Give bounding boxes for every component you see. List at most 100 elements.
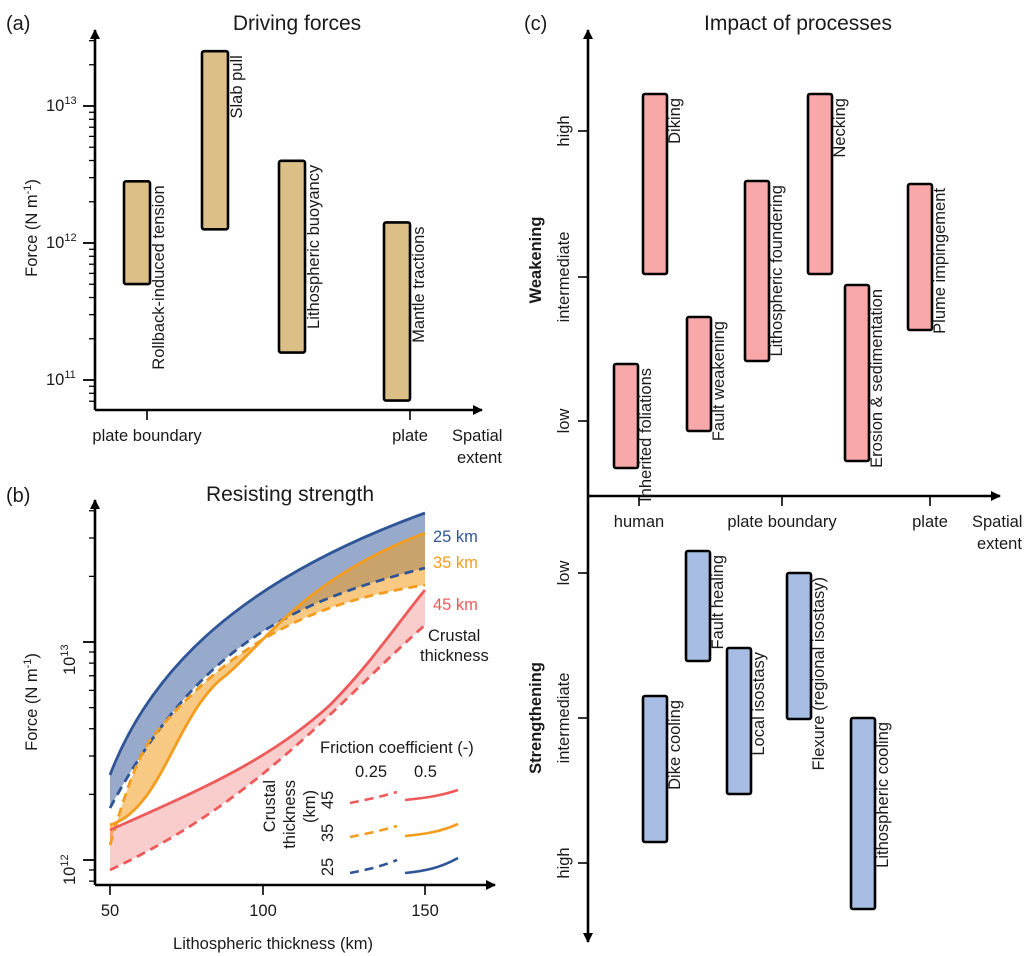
svg-text:1011: 1011: [46, 369, 76, 389]
curve-25km-mu025: [108, 566, 426, 809]
legend-side-2: thickness: [281, 780, 299, 849]
strengthening-bar-label: Fault healing: [709, 555, 727, 649]
legend-row-45: 45: [319, 791, 337, 809]
legend-35-05: [404, 822, 459, 838]
panel-a-tick-marks: [83, 39, 95, 402]
driving-bar-lithospheric-buoyancy: [277, 159, 307, 354]
panel-b-xtick-50: 50: [101, 902, 119, 920]
weakening-bar-diking: [641, 92, 669, 276]
panel-b-ytick-12: 1012: [59, 854, 79, 885]
panel-a-xlabel-plate: plate: [392, 427, 428, 445]
driving-bar-label: Mantle tractions: [410, 226, 428, 342]
panel-b-xtick-100: 100: [249, 902, 277, 920]
curve-45km-mu025: [109, 623, 426, 872]
weakening-bar-label: Fault weakening: [710, 321, 728, 441]
strengthening-bar-label: Dike cooling: [666, 700, 684, 790]
weakening-bar-plume-impingement: [906, 182, 934, 332]
weakening-bar-label: Inherited foliations: [637, 368, 655, 502]
c-spatial-label: Spatial: [972, 513, 1022, 531]
label-25km: 25 km: [433, 528, 478, 546]
legend-side-1: Crustal: [261, 780, 279, 832]
strong-level-low: low: [555, 561, 573, 586]
legend-35-025: [349, 824, 398, 839]
legend-row-35: 35: [319, 824, 337, 842]
legend-side-3: (km): [301, 790, 319, 823]
panel-b-title: Resisting strength: [206, 483, 374, 506]
curve-35km-mu025: [108, 583, 426, 846]
weakening-bar-label: Plume impingement: [931, 188, 949, 334]
weak-level-high: high: [555, 115, 573, 146]
legend-row-25: 25: [319, 858, 337, 876]
strengthening-bar-label: Local isostasy: [750, 651, 768, 755]
weakening-bar-label: Necking: [831, 98, 849, 158]
panel-a-extent-label: extent: [457, 449, 502, 467]
legend-45-025: [349, 790, 398, 805]
weakening-bar-inherited-foliations: [612, 362, 640, 470]
driving-bar-mantle-tractions: [382, 221, 412, 402]
panel-a-y-label: Force (N m-1): [22, 179, 41, 277]
weakening-bar-necking: [806, 92, 834, 276]
crustal-label: Crustal: [428, 627, 480, 645]
weakening-bar-fault-weakening: [685, 315, 713, 433]
strengthening-bar-lithospheric-cooling: [849, 716, 877, 911]
thickness-label: thickness: [420, 647, 489, 665]
svg-text:1012: 1012: [46, 232, 77, 252]
legend-title: Friction coefficient (-): [320, 739, 474, 757]
panel-c: (c) Impact of processes high intermediat…: [524, 12, 1022, 943]
panel-b-y-label: Force (N m-1): [22, 653, 41, 751]
panel-a-ytick-13: 1013: [46, 95, 77, 115]
panel-a-title: Driving forces: [233, 12, 361, 35]
panel-c-bars: Inherited foliations Diking Fault weakenin…: [612, 92, 949, 911]
band-35km: [110, 533, 425, 845]
curve-35km-mu05: [109, 531, 426, 827]
curve-45km-mu05: [109, 589, 427, 832]
legend-25-05: [404, 856, 459, 875]
legend-col-025: 0.25: [355, 763, 387, 781]
weak-level-low: low: [555, 409, 573, 434]
strengthening-bar-fault-healing: [684, 549, 712, 663]
panel-b-x-label: Lithospheric thickness (km): [173, 935, 373, 953]
driving-bar-label: Rollback-induced tension: [150, 185, 168, 369]
panel-a-tag: (a): [6, 13, 30, 35]
driving-bar-slab-pull: [200, 49, 230, 231]
strengthening-label: Strengthening: [527, 662, 545, 774]
panel-b-tick-marks: [83, 510, 426, 895]
legend-25-025: [349, 858, 398, 875]
panel-a-spatial-label: Spatial: [452, 427, 502, 445]
c-extent-label: extent: [977, 535, 1022, 553]
svg-text:1013: 1013: [46, 95, 77, 115]
panel-a: (a) Driving forces Force (N m-1) 1013 10…: [6, 12, 502, 467]
panel-a-ytick-11: 1011: [46, 369, 76, 389]
panel-b-xtick-150: 150: [411, 902, 439, 920]
strengthening-bar-flexure-regional-isostasy-: [785, 571, 813, 721]
driving-bar-rollback-induced-tension: [122, 180, 152, 286]
strengthening-bar-label: Lithospheric cooling: [874, 722, 892, 868]
panel-a-ytick-12: 1012: [46, 232, 77, 252]
strong-level-intermediate: intermediate: [555, 673, 573, 764]
label-35km: 35 km: [433, 554, 478, 572]
band-45km: [110, 590, 425, 870]
curve-25km-mu05: [108, 511, 426, 776]
panel-a-bars: Rollback-induced tension Slab pull Lithosp…: [122, 49, 428, 402]
c-xlabel-plate-boundary: plate boundary: [727, 513, 837, 531]
legend-45-05: [404, 788, 459, 802]
driving-bar-label: Slab pull: [228, 55, 246, 118]
weakening-bar-label: Erosion & sedimentation: [868, 289, 886, 468]
weakening-bar-label: Diking: [666, 98, 684, 144]
weakening-bar-erosion-sedimentation: [843, 283, 871, 463]
legend: Friction coefficient (-) 0.25 0.5 Crusta…: [261, 739, 474, 876]
label-45km: 45 km: [433, 596, 478, 614]
c-xlabel-plate: plate: [912, 513, 948, 531]
panel-a-xlabel-plate-boundary: plate boundary: [92, 427, 202, 445]
weakening-bar-label: Lithospheric foundering: [768, 185, 786, 357]
weakening-label: Weakening: [527, 217, 545, 304]
weak-level-intermediate: intermediate: [555, 232, 573, 323]
weakening-bar-lithospheric-foundering: [743, 179, 771, 363]
panel-c-tag: (c): [524, 13, 547, 35]
legend-col-05: 0.5: [414, 763, 437, 781]
panel-b-tag: (b): [6, 485, 30, 507]
strengthening-bar-dike-cooling: [641, 694, 669, 844]
panel-b: (b) Resisting strength Force (N m-1) 101…: [6, 483, 496, 953]
panel-c-title: Impact of processes: [704, 12, 892, 35]
